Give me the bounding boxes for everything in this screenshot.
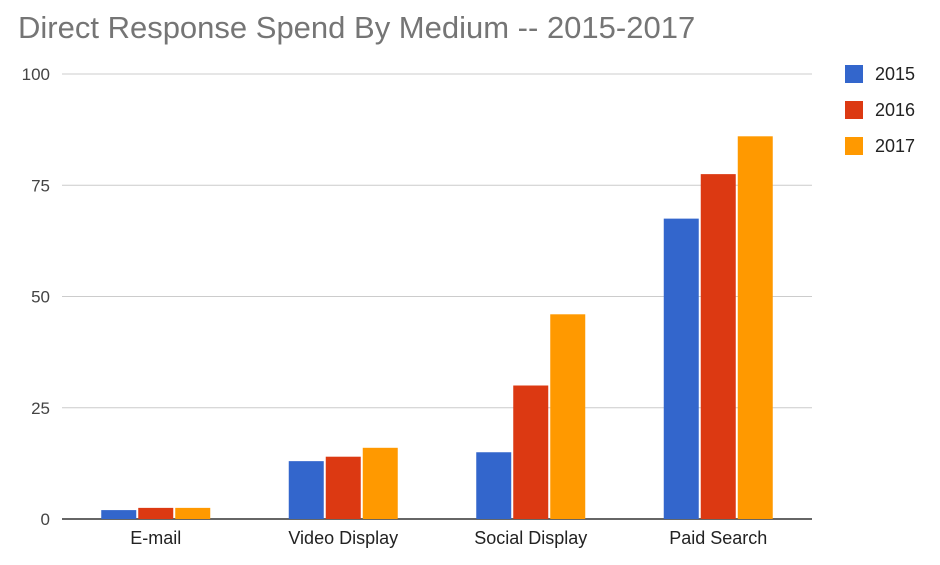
bar — [288, 461, 324, 519]
y-tick-label: 25 — [31, 399, 50, 418]
bar — [476, 452, 512, 519]
x-category-label: Paid Search — [669, 528, 767, 548]
x-category-label: Social Display — [474, 528, 587, 548]
bar — [101, 510, 137, 519]
bar — [663, 218, 699, 519]
bar — [550, 314, 586, 519]
y-tick-label: 100 — [22, 65, 50, 84]
legend-label: 2015 — [875, 64, 915, 84]
y-tick-label: 50 — [31, 288, 50, 307]
bar — [700, 174, 736, 519]
legend-item: 2016 — [845, 100, 915, 120]
legend-item: 2015 — [845, 64, 915, 84]
legend-swatch — [845, 101, 863, 119]
bar — [362, 447, 398, 519]
y-axis-tick-labels: 0 25 50 75 100 — [22, 65, 50, 529]
legend-swatch — [845, 137, 863, 155]
bar — [325, 456, 361, 519]
y-tick-label: 75 — [31, 176, 50, 195]
x-category-label: E-mail — [130, 528, 181, 548]
bars — [101, 136, 773, 520]
bar — [513, 385, 549, 519]
legend: 2015 2016 2017 — [845, 64, 915, 156]
x-axis-category-labels: E-mail Video Display Social Display Paid Se… — [130, 528, 767, 548]
bar — [737, 136, 773, 520]
bar — [138, 507, 174, 519]
y-tick-label: 0 — [41, 510, 50, 529]
bar — [175, 507, 211, 519]
legend-label: 2016 — [875, 100, 915, 120]
chart-title: Direct Response Spend By Medium -- 2015-… — [18, 10, 696, 45]
x-category-label: Video Display — [288, 528, 398, 548]
legend-swatch — [845, 65, 863, 83]
legend-item: 2017 — [845, 136, 915, 156]
legend-label: 2017 — [875, 136, 915, 156]
gridlines — [62, 73, 812, 520]
